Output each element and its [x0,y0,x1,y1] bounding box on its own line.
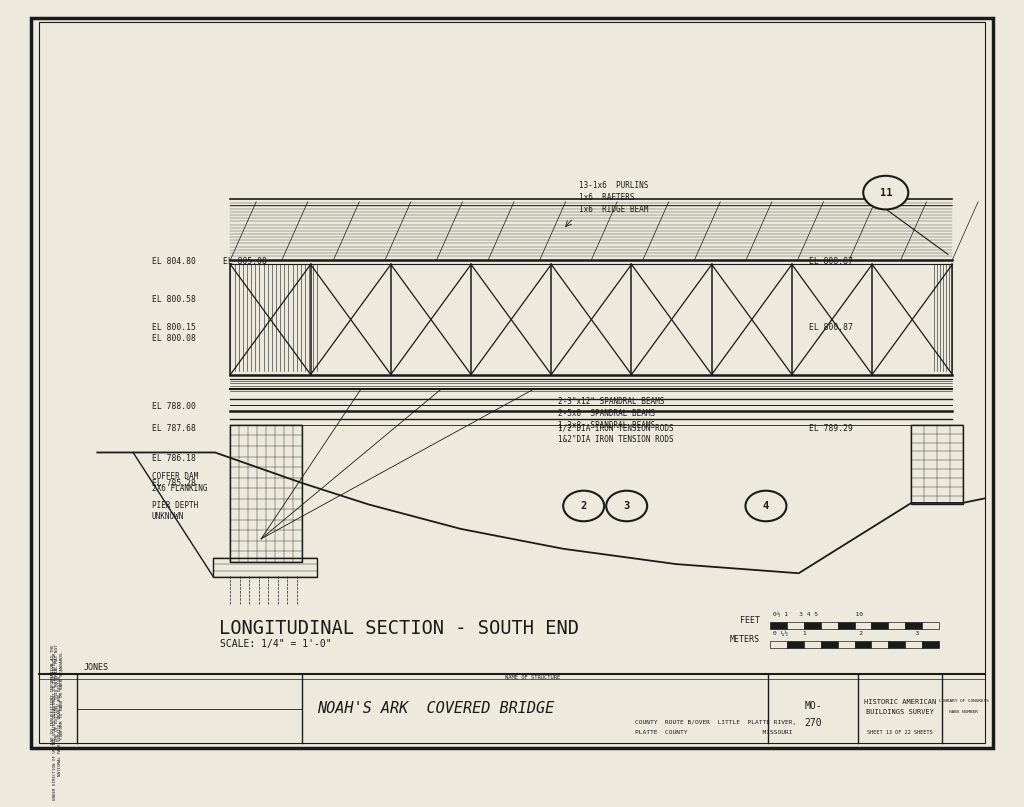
Bar [871,622,888,629]
Bar [911,425,963,504]
Text: NAME OF STRUCTURE: NAME OF STRUCTURE [505,675,560,679]
Circle shape [863,176,908,210]
Text: EL 788.00: EL 788.00 [152,402,196,411]
Bar [804,642,821,648]
Text: LIBRARY OF CONGRESS: LIBRARY OF CONGRESS [939,699,988,703]
Text: EL 804.80: EL 804.80 [152,257,196,266]
Bar [905,642,922,648]
Text: SHEET 13 OF 22 SHEETS: SHEET 13 OF 22 SHEETS [867,730,933,734]
Bar [905,622,922,629]
Circle shape [606,491,647,521]
Text: 4: 4 [763,501,769,511]
Bar [213,558,317,577]
Text: PLATTE  COUNTY                    MISSOURI: PLATTE COUNTY MISSOURI [635,730,793,734]
Text: COFFER DAM
2X6 FLANKING: COFFER DAM 2X6 FLANKING [152,472,207,493]
Text: HABS NUMBER: HABS NUMBER [949,710,978,714]
Circle shape [745,491,786,521]
Bar [854,622,871,629]
Bar [821,642,838,648]
Text: 13-1x6  PURLINS
1x6  RAFTERS
1x6  RIDGE BEAM: 13-1x6 PURLINS 1x6 RAFTERS 1x6 RIDGE BEA… [579,182,648,214]
Bar [871,642,888,648]
Text: 3: 3 [624,501,630,511]
Text: METERS: METERS [730,635,760,644]
Bar [821,622,838,629]
Bar [923,642,939,648]
Text: 2-3"x12" SPANDRAL BEAMS
2-5x8  SPANDRAL BEAMS
1-3x8  SPANDRAL BEAMS: 2-3"x12" SPANDRAL BEAMS 2-5x8 SPANDRAL B… [558,397,665,430]
Bar [889,622,905,629]
Text: COUNTY  ROUTE B/OVER  LITTLE  PLATTE RIVER,: COUNTY ROUTE B/OVER LITTLE PLATTE RIVER, [635,720,796,725]
Bar [770,622,786,629]
Text: JONES: JONES [84,663,109,671]
Text: EL 789.29: EL 789.29 [809,424,853,433]
Text: 11: 11 [880,187,892,198]
Text: DUE TO INSUFFICIENT INFORMATION AT THE
TIME OF EDITING, THIS MATERIAL MAY NOT
CO: DUE TO INSUFFICIENT INFORMATION AT THE T… [51,644,63,744]
Text: EL 805.08: EL 805.08 [223,257,267,266]
Bar [923,622,939,629]
Bar [804,622,821,629]
Bar [838,642,854,648]
Bar [770,642,786,648]
Bar [889,642,905,648]
Text: BUILDINGS SURVEY: BUILDINGS SURVEY [866,709,934,715]
Text: EL 808.87: EL 808.87 [809,257,853,266]
Text: EL 785.28: EL 785.28 [152,479,196,487]
Bar [786,622,804,629]
Text: HISTORIC AMERICAN: HISTORIC AMERICAN [864,699,936,705]
Text: EL 800.87: EL 800.87 [809,323,853,332]
Text: 1/2"DIA IRON TENSION RODS
1&2"DIA IRON TENSION RODS: 1/2"DIA IRON TENSION RODS 1&2"DIA IRON T… [558,424,674,444]
Text: EL 800.58: EL 800.58 [152,295,196,304]
Text: NOAH'S ARK  COVERED BRIDGE: NOAH'S ARK COVERED BRIDGE [317,701,555,716]
Text: EL 786.18: EL 786.18 [152,454,196,463]
Text: EL 787.68: EL 787.68 [152,424,196,433]
Text: FEET: FEET [739,616,760,625]
Text: SCALE: 1/4" = 1'-0": SCALE: 1/4" = 1'-0" [220,639,332,650]
Bar [838,622,854,629]
Circle shape [563,491,604,521]
Text: 270: 270 [804,718,822,728]
Text: EL 800.15: EL 800.15 [152,323,196,332]
Text: PIER DEPTH
UNKNOWN: PIER DEPTH UNKNOWN [152,500,198,521]
Text: 2: 2 [581,501,587,511]
Text: EL 800.08: EL 800.08 [152,334,196,343]
Bar [854,642,871,648]
Bar [786,642,804,648]
Text: 0 ¼½    1              2              3: 0 ¼½ 1 2 3 [773,631,920,637]
Bar [230,425,302,562]
Text: MO-: MO- [804,701,822,711]
Text: 0½ 1   3 4 5          10: 0½ 1 3 4 5 10 [773,612,863,617]
Text: LONGITUDINAL SECTION - SOUTH END: LONGITUDINAL SECTION - SOUTH END [219,619,580,638]
Text: UNDER DIRECTION OF UNITED STATES DEPARTMENT OF THE INTERIOR
NATIONAL PARK SERVIC: UNDER DIRECTION OF UNITED STATES DEPARTM… [53,652,61,800]
